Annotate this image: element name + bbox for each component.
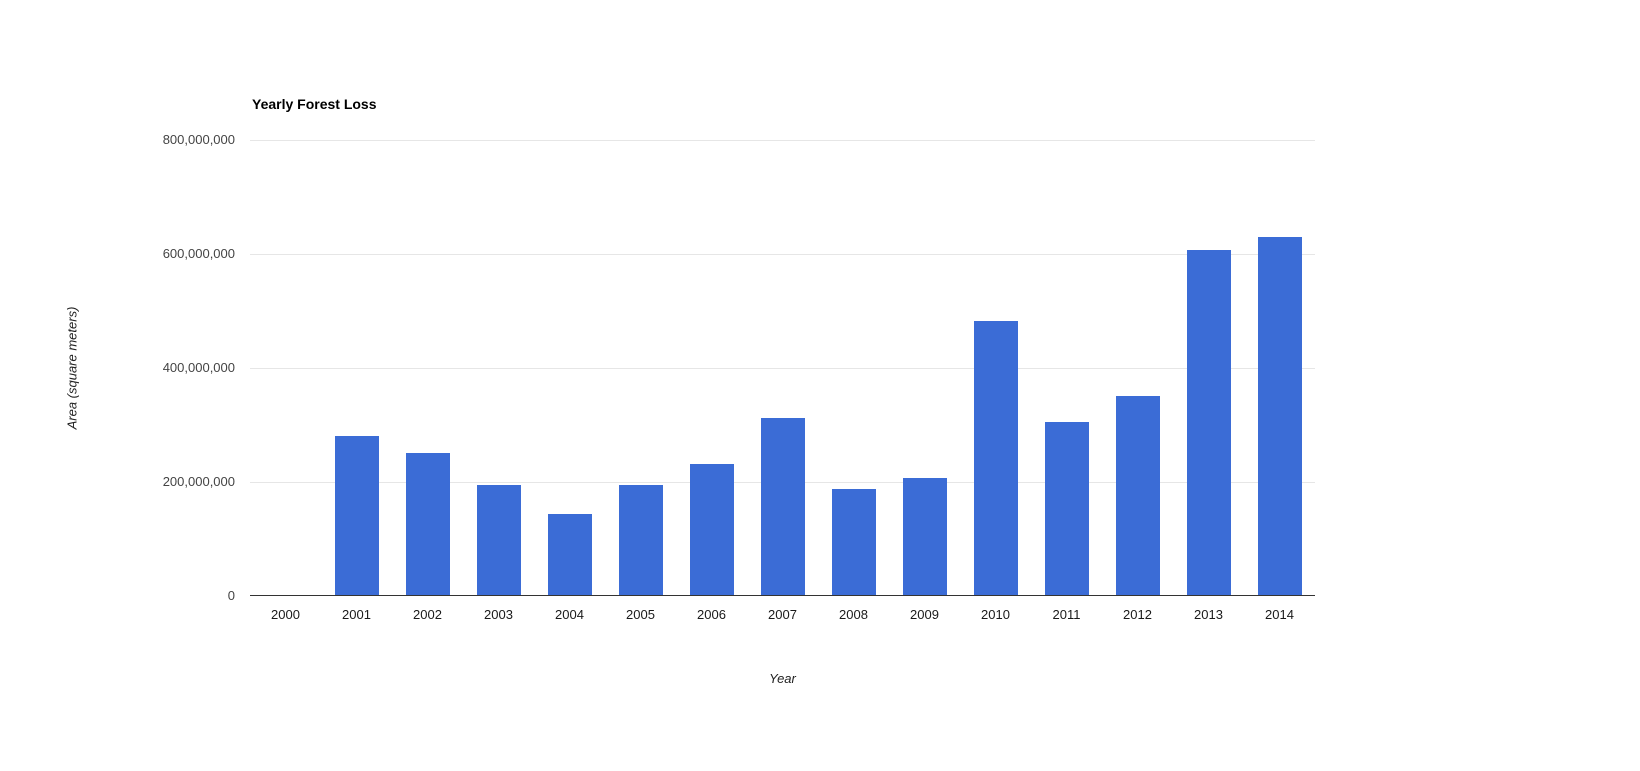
y-tick-label: 400,000,000: [162, 360, 235, 375]
x-tick-label: 2010: [981, 607, 1010, 622]
bar-2009[interactable]: [903, 478, 947, 596]
bar-2011[interactable]: [1045, 422, 1089, 596]
x-tick-label: 2014: [1265, 607, 1294, 622]
bar-2003[interactable]: [477, 485, 521, 596]
x-tick-label: 2007: [768, 607, 797, 622]
x-tick-label: 2013: [1194, 607, 1223, 622]
x-tick-label: 2005: [626, 607, 655, 622]
bar-2012[interactable]: [1116, 396, 1160, 596]
x-tick-label: 2000: [271, 607, 300, 622]
bar-2004[interactable]: [548, 514, 592, 596]
gridline: [250, 368, 1315, 369]
bar-2007[interactable]: [761, 418, 805, 596]
x-tick-label: 2008: [839, 607, 868, 622]
x-axis-baseline: [250, 595, 1315, 596]
gridline: [250, 140, 1315, 141]
x-tick-label: 2003: [484, 607, 513, 622]
y-tick-label: 600,000,000: [162, 246, 235, 261]
x-axis-title: Year: [769, 671, 796, 686]
bar-2010[interactable]: [974, 321, 1018, 596]
chart-title: Yearly Forest Loss: [252, 96, 377, 112]
y-tick-label: 0: [227, 588, 235, 603]
x-tick-label: 2011: [1052, 607, 1081, 622]
plot-area: 0 200,000,000 400,000,000 600,000,000 800,00…: [163, 132, 1315, 622]
x-tick-label: 2012: [1123, 607, 1152, 622]
bar-2013[interactable]: [1187, 250, 1231, 596]
x-tick-label: 2001: [342, 607, 371, 622]
x-tick-label: 2004: [555, 607, 584, 622]
bar-2002[interactable]: [406, 453, 450, 596]
x-tick-label: 2009: [910, 607, 939, 622]
bar-2006[interactable]: [690, 464, 734, 596]
x-tick-label: 2006: [697, 607, 726, 622]
bar-2008[interactable]: [832, 489, 876, 596]
bar-2001[interactable]: [335, 436, 379, 596]
y-tick-label: 200,000,000: [162, 474, 235, 489]
bar-2005[interactable]: [619, 485, 663, 596]
gridline: [250, 254, 1315, 255]
bar-2014[interactable]: [1258, 237, 1302, 596]
y-axis-title: Area (square meters): [64, 306, 80, 430]
x-tick-label: 2002: [413, 607, 442, 622]
y-tick-label: 800,000,000: [162, 132, 235, 147]
